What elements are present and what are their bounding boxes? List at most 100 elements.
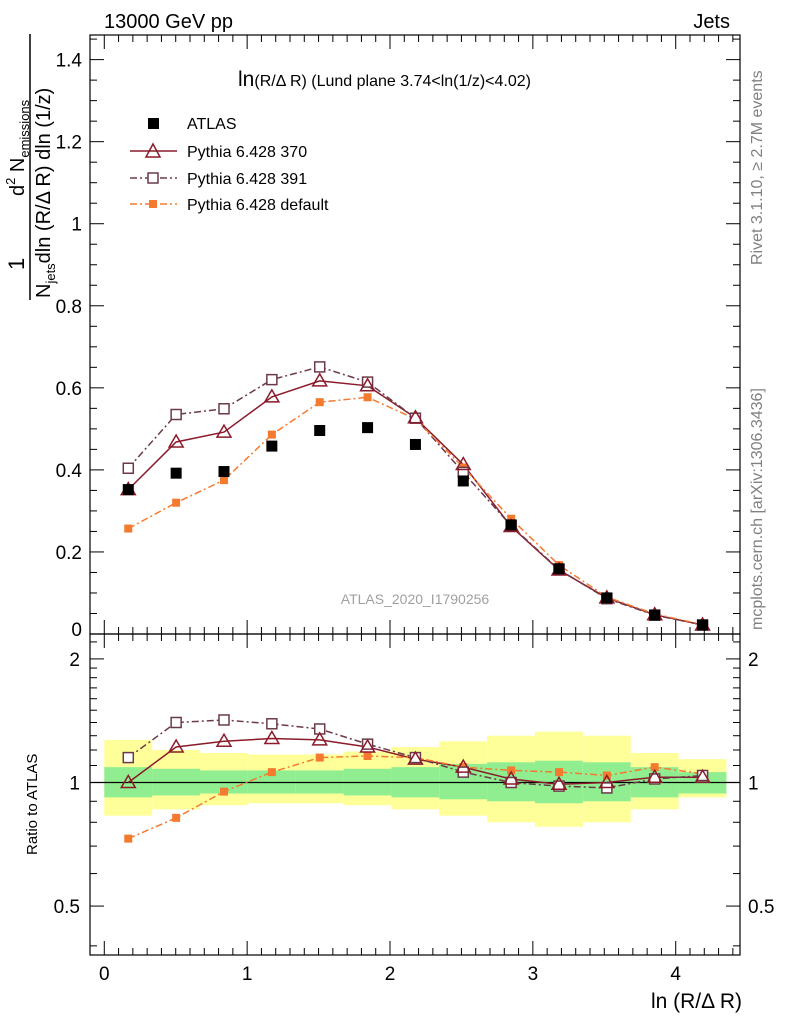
ratio-point-391-0: [122, 751, 135, 764]
point-391-2: [218, 403, 230, 415]
lower-ytick-label-left-2: 2: [69, 650, 80, 671]
ratio-point-370-12: [694, 768, 711, 783]
xtick-label-3: 3: [528, 964, 539, 985]
ylabel-d: d: [7, 185, 29, 196]
point-default-1: [172, 498, 181, 507]
series-line-391: [127, 366, 703, 626]
lower-axes: 0.5 0.5 1 1 2 2 0 1 2 3 4: [54, 633, 774, 985]
ratio-point-default-8: [507, 766, 516, 775]
lower-ytick-label-right-1: 1: [748, 773, 759, 794]
point-default-5: [363, 393, 372, 402]
legend-label-default: Pythia 6.428 default: [187, 197, 329, 214]
ratio-point-370-3: [263, 729, 281, 745]
ratio-point-370-0: [119, 774, 137, 789]
lower-ytick-label-left-1: 1: [69, 773, 80, 794]
legend-marker-atlas: [148, 118, 159, 129]
upper-ytick-label-4: 0.8: [56, 297, 82, 318]
ylabel-den-rest: dln (R/Δ R) dln (1/z): [33, 88, 55, 264]
ylabel-n-sub: emissions: [17, 99, 32, 157]
lower-frame: [89, 633, 741, 956]
point-default-0: [124, 524, 133, 533]
upper-ytick-label-7: 1.4: [56, 51, 83, 72]
ratio-point-default-11: [650, 763, 659, 772]
upper-axes: 0 0.2 0.4 0.6 0.8 1 1.2 1.4: [56, 34, 741, 641]
upper-ytick-label-2: 0.4: [56, 461, 83, 482]
legend-marker-370: [144, 142, 162, 158]
mcplots-label: mcplots.cern.ch [arXiv:1306.3436]: [749, 388, 766, 630]
ratio-point-370-7: [454, 758, 472, 773]
ratio-point-391-3: [266, 718, 278, 730]
ratio-point-370-1: [167, 738, 185, 753]
ylabel-n: N: [7, 158, 29, 178]
ylabel-den-sub: jets: [43, 263, 58, 285]
point-atlas-0: [122, 484, 134, 496]
point-atlas-9: [553, 563, 565, 575]
ratio-point-default-3: [267, 768, 276, 777]
ratio-point-370-6: [407, 750, 424, 765]
plot-title: ln(R/Δ R) (Lund plane 3.74<ln(1/z)<4.02): [238, 68, 531, 91]
point-atlas-5: [362, 422, 374, 434]
ratio-point-default-9: [555, 768, 563, 777]
ratio-point-391-2: [218, 714, 230, 726]
ratio-point-370-9: [550, 775, 568, 791]
lower-ytick-label-left-0: 0.5: [54, 897, 80, 918]
ylabel-numerator: d2 Nemissions: [3, 99, 32, 196]
point-atlas-10: [601, 592, 613, 604]
legend-label-391: Pythia 6.428 391: [187, 171, 307, 188]
point-391-3: [266, 373, 278, 386]
point-391-4: [313, 361, 326, 373]
xlabel: ln (R/Δ R): [651, 990, 742, 1013]
ratio-point-370-4: [311, 731, 329, 746]
ratio-point-default-0: [124, 834, 133, 843]
lower-ytick-label-right-0: 0.5: [748, 897, 774, 918]
upper-series-markers: [119, 361, 711, 631]
ylabel-d-sup: 2: [3, 178, 18, 185]
ylabel-den-n: N: [33, 284, 55, 298]
watermark: ATLAS_2020_I1790256: [341, 591, 490, 607]
point-370-6: [407, 409, 424, 424]
upper-ytick-label-3: 0.6: [56, 379, 82, 400]
ratio-point-default-5: [363, 752, 372, 761]
point-atlas-3: [266, 440, 278, 452]
point-370-1: [167, 433, 185, 448]
ylabel-one: 1: [4, 258, 29, 270]
upper-ytick-label-0: 0: [71, 620, 82, 641]
upper-ytick-label-5: 1: [71, 215, 82, 236]
point-default-4: [315, 398, 324, 407]
point-atlas-8: [505, 519, 517, 531]
xtick-label-2: 2: [385, 964, 396, 985]
ratio-bands: [90, 731, 740, 827]
ratio-point-391-8: [505, 776, 517, 789]
point-default-3: [267, 430, 276, 439]
point-default-2: [220, 476, 228, 485]
point-atlas-6: [409, 438, 421, 450]
ratio-point-370-10: [598, 774, 616, 789]
lower-ytick-label-right-2: 2: [748, 650, 759, 671]
ratio-point-370-11: [646, 768, 664, 783]
header-left: 13000 GeV pp: [104, 11, 233, 33]
point-370-3: [263, 388, 281, 403]
legend: ATLAS Pythia 6.428 370 Pythia 6.428 391 …: [130, 116, 329, 214]
point-391-0: [122, 462, 135, 474]
legend-marker-default: [149, 200, 157, 208]
ratio-point-370-2: [215, 732, 233, 748]
legend-label-atlas: ATLAS: [187, 116, 237, 133]
ratio-point-default-1: [172, 813, 181, 822]
lower-ylabel: Ratio to ATLAS: [24, 754, 41, 855]
point-atlas-11: [649, 609, 661, 621]
point-atlas-7: [457, 475, 469, 487]
upper-ytick-label-1: 0.2: [56, 543, 82, 564]
point-atlas-2: [218, 466, 230, 478]
legend-label-370: Pythia 6.428 370: [187, 144, 307, 161]
plot-title-rest: (R/Δ R) (Lund plane 3.74<ln(1/z)<4.02): [254, 73, 531, 90]
ratio-series-markers: [119, 714, 711, 843]
upper-series-lines: [127, 366, 703, 626]
point-370-7: [454, 456, 472, 471]
point-370-2: [215, 423, 233, 438]
ratio-point-391-1: [170, 716, 182, 729]
plot-title-ln: ln: [238, 68, 254, 91]
upper-ytick-label-6: 1.2: [56, 133, 82, 154]
header-right: Jets: [693, 11, 730, 33]
ratio-point-370-5: [359, 738, 376, 753]
